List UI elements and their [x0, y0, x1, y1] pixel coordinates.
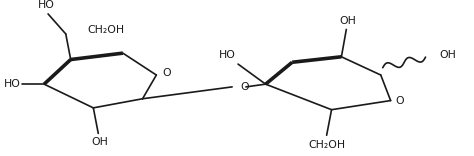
Text: CH₂OH: CH₂OH: [87, 25, 125, 35]
Text: O: O: [395, 96, 404, 106]
Text: O: O: [162, 68, 171, 78]
Text: O: O: [240, 82, 249, 92]
Text: OH: OH: [340, 16, 357, 26]
Text: HO: HO: [4, 79, 20, 89]
Text: OH: OH: [92, 137, 109, 147]
Text: OH: OH: [439, 50, 456, 60]
Text: HO: HO: [37, 0, 55, 10]
Text: HO: HO: [219, 50, 236, 60]
Text: CH₂OH: CH₂OH: [308, 140, 345, 150]
